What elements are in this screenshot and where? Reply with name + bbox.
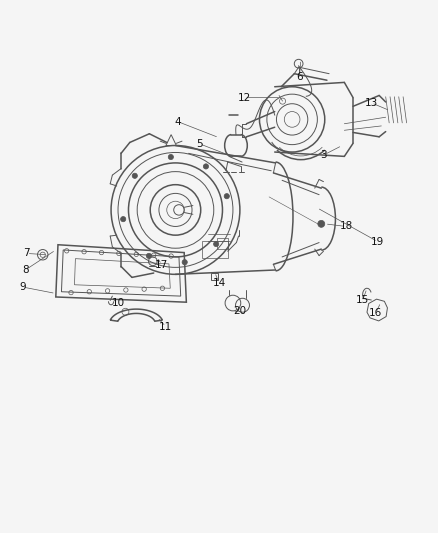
Text: 13: 13 bbox=[365, 98, 378, 108]
Text: 19: 19 bbox=[371, 237, 385, 247]
Circle shape bbox=[168, 155, 173, 160]
Circle shape bbox=[146, 253, 152, 259]
Text: 5: 5 bbox=[196, 139, 203, 149]
Text: 17: 17 bbox=[155, 260, 168, 270]
Text: 9: 9 bbox=[19, 282, 25, 292]
Text: 20: 20 bbox=[233, 306, 247, 316]
Text: 6: 6 bbox=[296, 72, 303, 82]
Text: 8: 8 bbox=[22, 265, 28, 275]
Bar bbox=[217, 238, 228, 249]
Bar bbox=[211, 273, 218, 280]
Text: 18: 18 bbox=[339, 221, 353, 231]
Text: 14: 14 bbox=[212, 278, 226, 288]
Circle shape bbox=[120, 216, 126, 222]
Bar bbox=[201, 241, 228, 258]
Text: 4: 4 bbox=[174, 117, 181, 126]
Circle shape bbox=[132, 173, 138, 179]
Circle shape bbox=[318, 220, 325, 228]
Text: 11: 11 bbox=[159, 321, 173, 332]
Text: 12: 12 bbox=[238, 93, 251, 103]
Text: 15: 15 bbox=[356, 295, 369, 305]
Text: 16: 16 bbox=[369, 308, 382, 318]
Circle shape bbox=[203, 164, 208, 169]
Text: 7: 7 bbox=[23, 248, 30, 259]
Circle shape bbox=[224, 193, 230, 199]
Circle shape bbox=[182, 260, 187, 265]
Circle shape bbox=[214, 241, 219, 247]
Text: 3: 3 bbox=[320, 150, 327, 160]
Text: 10: 10 bbox=[111, 298, 124, 308]
